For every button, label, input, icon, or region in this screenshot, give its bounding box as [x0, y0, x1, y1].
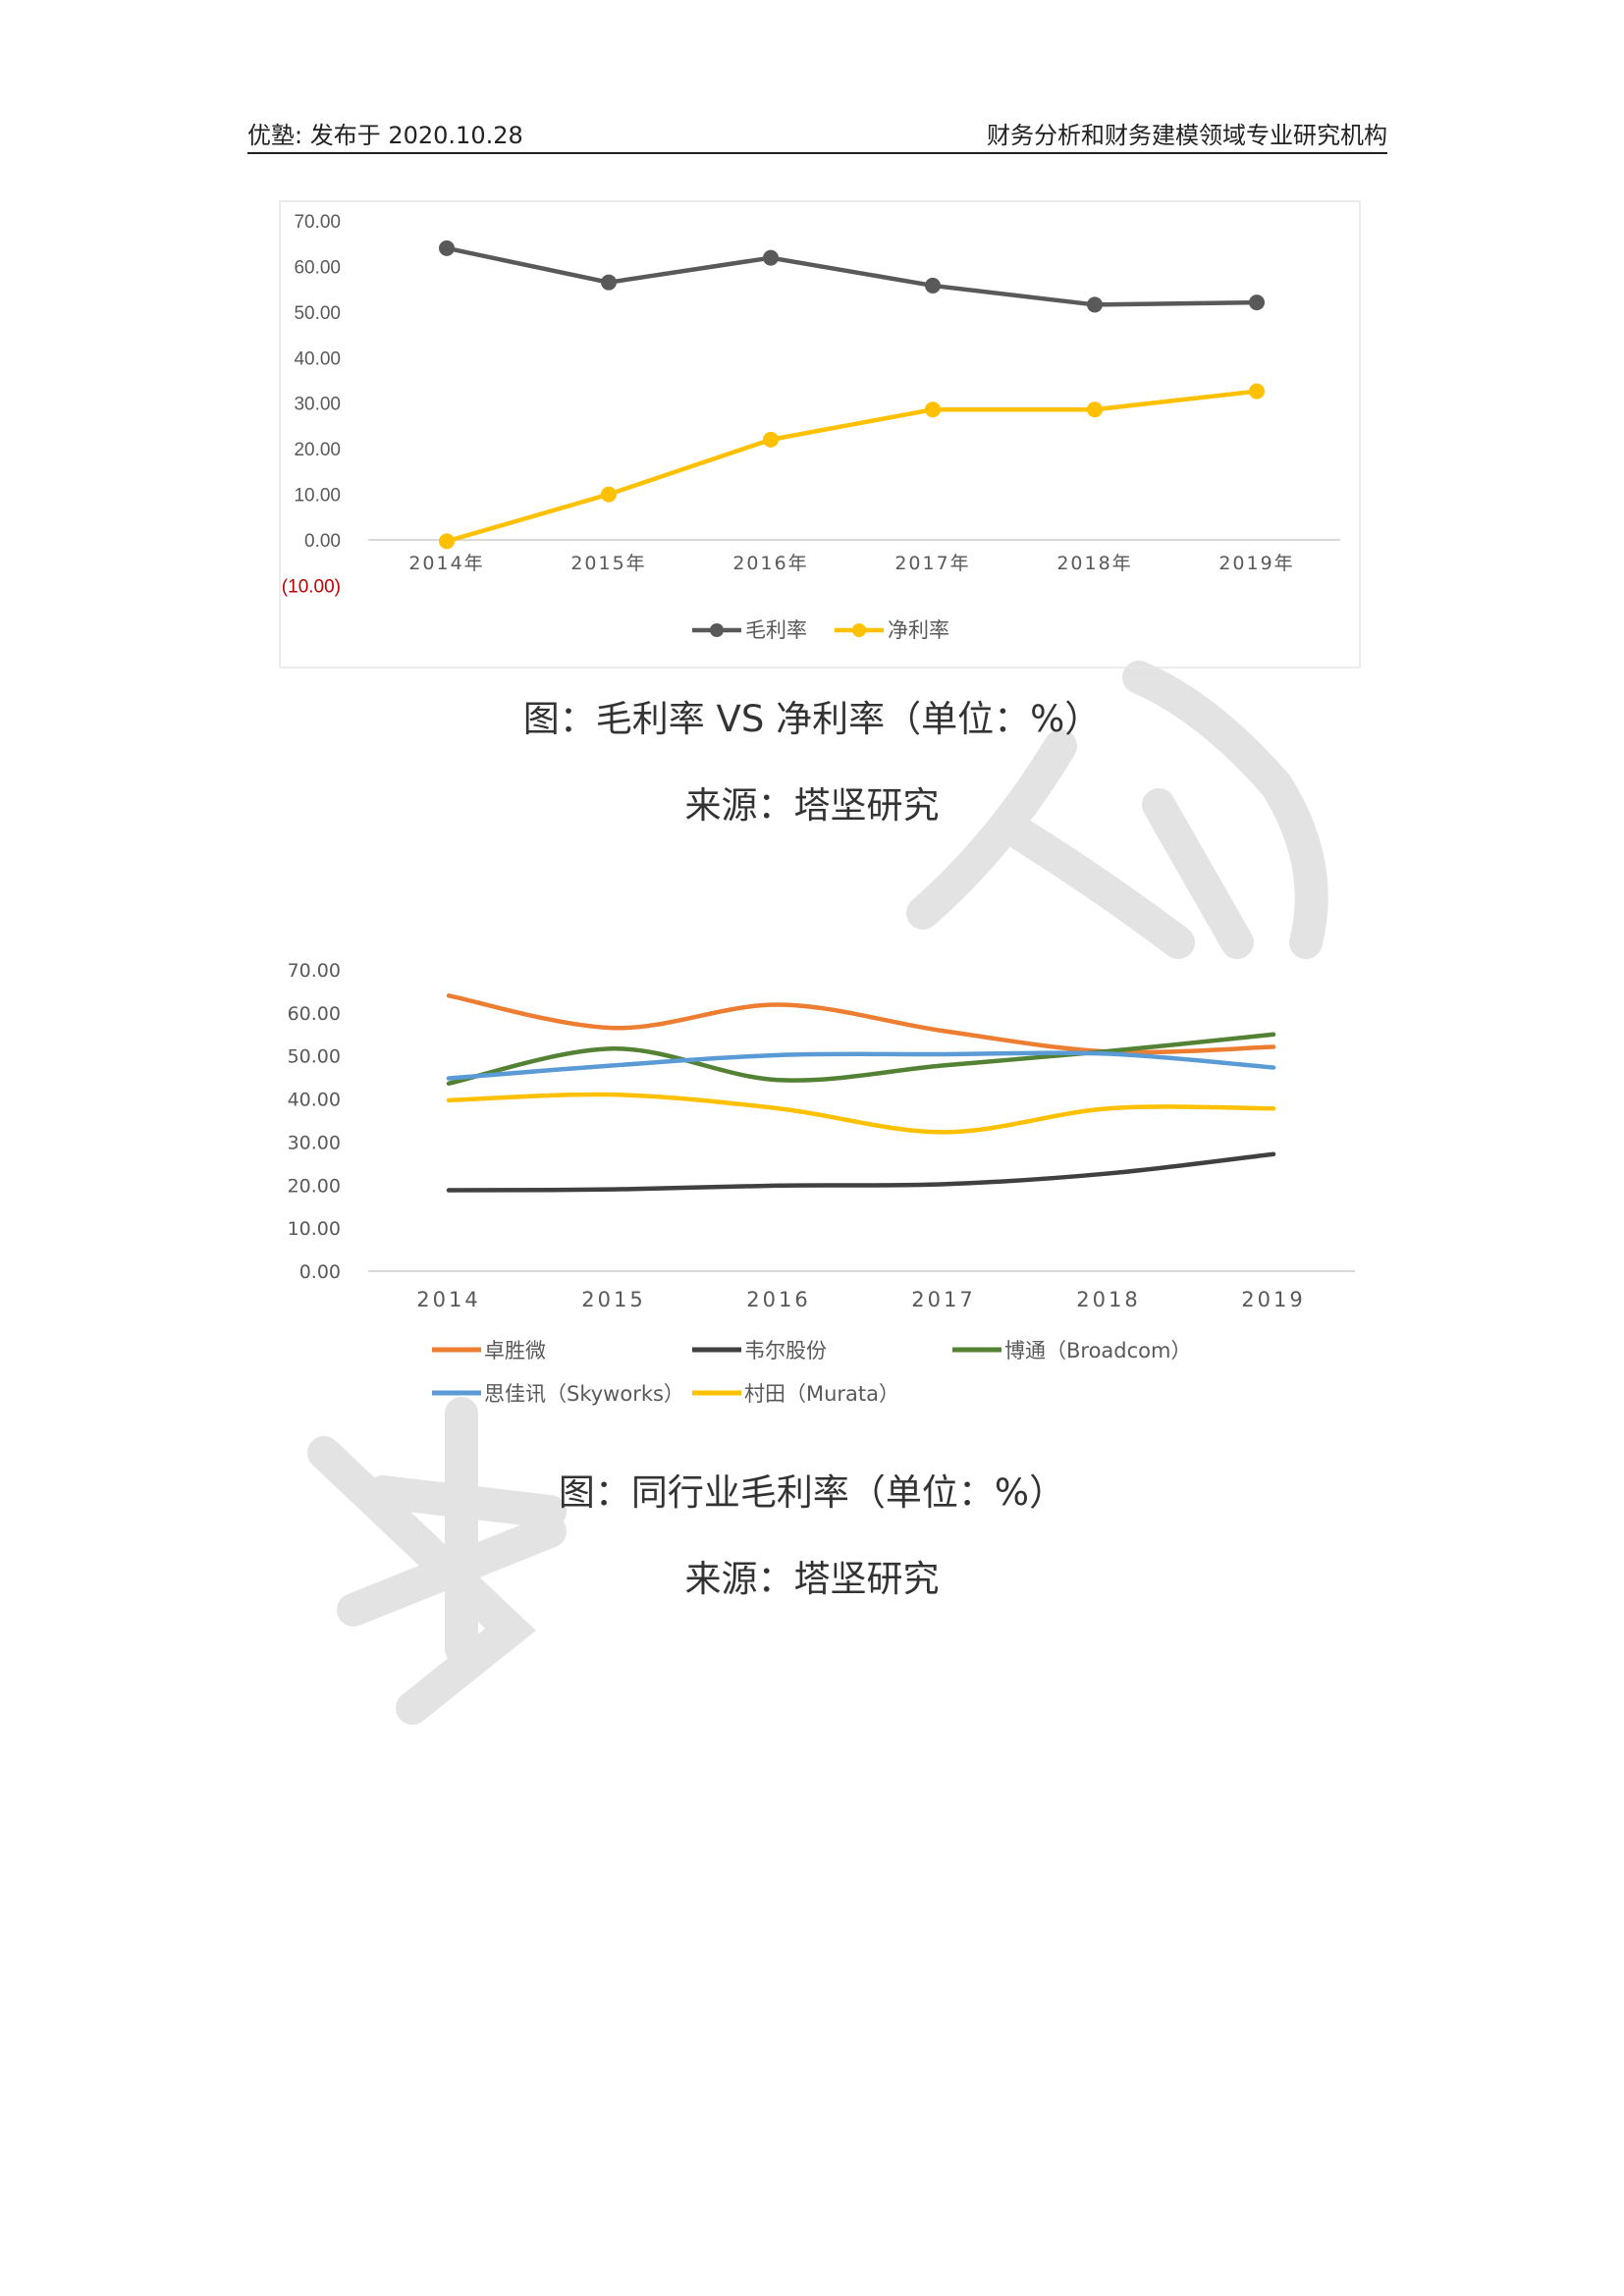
legend-label: 韦尔股份 [744, 1339, 827, 1362]
y-tick-label: 60.00 [288, 1003, 341, 1025]
series-line-2 [446, 1151, 1276, 1193]
data-point [925, 401, 941, 418]
data-point [1087, 401, 1103, 418]
x-tick-label: 2016年 [732, 553, 808, 574]
y-tick-label: 60.00 [294, 257, 341, 278]
series-line-2 [446, 389, 1258, 544]
chart1-border [279, 200, 1361, 668]
legend-label: 思佳讯（Skyworks） [484, 1382, 684, 1406]
chart1-caption-source: 来源：塔坚研究 [684, 784, 940, 827]
x-tick-label: 2019年 [1218, 553, 1294, 574]
data-point [925, 277, 941, 294]
x-tick-label: 2015年 [570, 553, 646, 574]
x-tick-label: 2017年 [894, 553, 970, 574]
x-tick-label: 2017 [911, 1288, 975, 1311]
y-tick-label: 70.00 [288, 960, 341, 982]
y-tick-label: 20.00 [294, 440, 341, 460]
data-point [1087, 296, 1103, 313]
data-point [439, 533, 455, 550]
y-tick-label: 50.00 [294, 303, 341, 324]
y-tick-label: 10.00 [288, 1218, 341, 1240]
series-line-1 [446, 993, 1276, 1055]
x-tick-label: 2019 [1241, 1288, 1305, 1311]
legend-label: 卓胜微 [484, 1339, 546, 1362]
data-point [1249, 294, 1265, 311]
data-point [763, 431, 779, 448]
series-line-1 [446, 245, 1258, 307]
data-point [601, 274, 617, 291]
x-tick-label: 2016 [746, 1288, 810, 1311]
margin-comparison-chart: 70.00 60.00 50.00 40.00 30.00 20.00 10.00 0.00 (… [279, 200, 1361, 668]
legend-label: 博通（Broadcom） [1004, 1339, 1191, 1362]
data-point [439, 240, 455, 256]
y-tick-label: 20.00 [288, 1175, 341, 1197]
x-tick-label: 2015 [581, 1288, 645, 1311]
x-tick-label: 2018年 [1056, 553, 1132, 574]
y-tick-label: 50.00 [288, 1046, 341, 1068]
x-tick-label: 2014 [416, 1288, 480, 1311]
series-line-4 [446, 1050, 1276, 1081]
y-tick-label: 40.00 [288, 1090, 341, 1111]
y-tick-label: 40.00 [294, 348, 341, 369]
peer-gross-margin-chart: 70.00 60.00 50.00 40.00 30.00 20.00 10.00 0.00 2… [288, 960, 1355, 1406]
y-tick-label: 30.00 [294, 395, 341, 415]
legend-label: 净利率 [888, 618, 949, 642]
header-organization: 财务分析和财务建模领域专业研究机构 [987, 122, 1387, 149]
y-tick-label: 0.00 [304, 531, 341, 552]
y-tick-label: 70.00 [294, 212, 341, 233]
series-line-5 [446, 1092, 1276, 1135]
y-tick-label: 0.00 [299, 1261, 341, 1283]
data-point [1249, 383, 1265, 400]
legend-label: 村田（Murata） [744, 1382, 899, 1406]
chart2-caption-source: 来源：塔坚研究 [684, 1558, 940, 1600]
x-tick-label: 2018 [1076, 1288, 1140, 1311]
legend-swatch-marker [852, 623, 866, 637]
header-publish-info: 优塾: 发布于 2020.10.28 [247, 122, 523, 149]
data-point [601, 486, 617, 503]
x-tick-label: 2014年 [408, 553, 484, 574]
y-tick-label: 10.00 [294, 486, 341, 507]
chart1-caption-title: 图：毛利率 VS 净利率（单位：%） [522, 698, 1102, 740]
y-tick-label: 30.00 [288, 1132, 341, 1153]
header-divider [247, 152, 1387, 154]
y-tick-label: (10.00) [282, 576, 341, 597]
data-point [763, 249, 779, 266]
legend-swatch-marker [710, 623, 724, 637]
series-line-3 [446, 1032, 1276, 1087]
chart2-caption-title: 图：同行业毛利率（单位：%） [558, 1471, 1066, 1514]
legend-label: 毛利率 [745, 618, 807, 642]
